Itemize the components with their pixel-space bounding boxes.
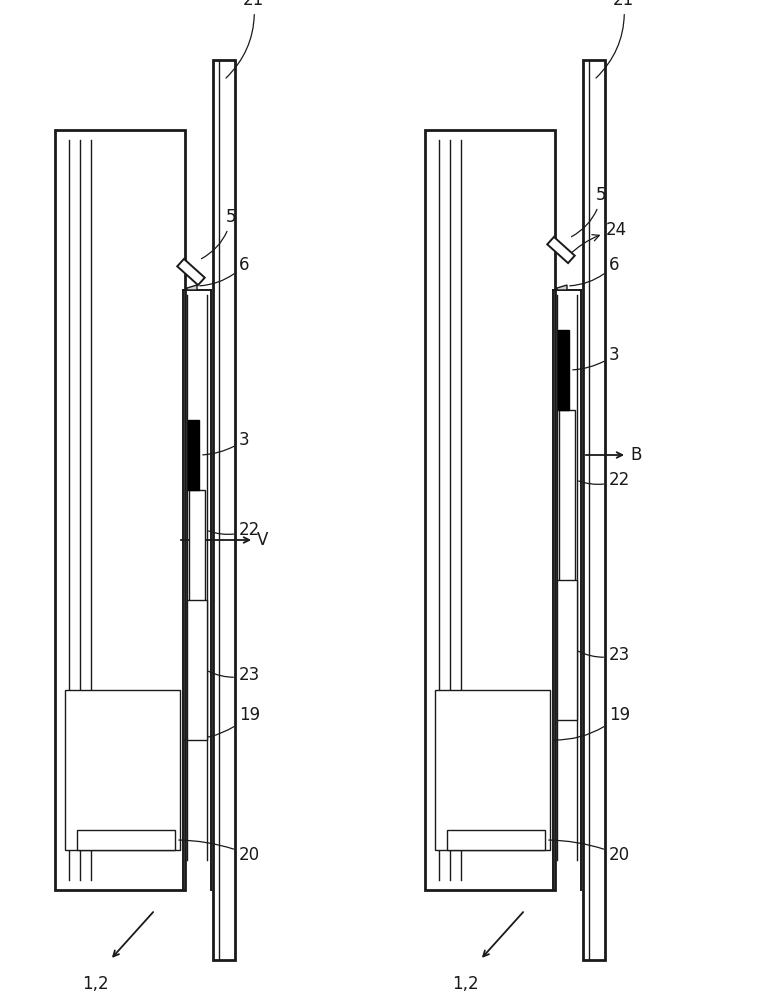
Bar xyxy=(447,830,545,850)
Text: 22: 22 xyxy=(208,521,260,539)
Bar xyxy=(189,490,205,610)
Text: 3: 3 xyxy=(573,346,619,370)
Bar xyxy=(187,600,207,740)
Polygon shape xyxy=(557,285,567,290)
Bar xyxy=(425,130,555,890)
Text: V: V xyxy=(257,531,268,549)
Text: 5: 5 xyxy=(202,208,236,259)
Text: 5: 5 xyxy=(572,186,606,237)
Text: 23: 23 xyxy=(578,646,630,664)
Text: 3: 3 xyxy=(203,431,249,455)
Text: 20: 20 xyxy=(549,840,630,864)
Text: 24: 24 xyxy=(568,221,627,256)
Polygon shape xyxy=(547,237,575,263)
Text: 23: 23 xyxy=(208,666,260,684)
Text: 20: 20 xyxy=(179,840,260,864)
Bar xyxy=(213,60,235,960)
Text: B: B xyxy=(630,446,641,464)
Text: 6: 6 xyxy=(200,256,249,286)
Bar xyxy=(583,60,605,960)
Text: 1,2: 1,2 xyxy=(452,975,478,993)
Bar xyxy=(65,690,180,850)
Bar xyxy=(558,330,569,410)
Text: 6: 6 xyxy=(570,256,619,286)
Text: 19: 19 xyxy=(183,706,260,740)
Text: 21: 21 xyxy=(226,0,265,78)
Text: 1,2: 1,2 xyxy=(82,975,108,993)
Text: 22: 22 xyxy=(578,471,630,489)
Text: 21: 21 xyxy=(596,0,634,78)
Text: 19: 19 xyxy=(554,706,630,740)
Bar xyxy=(559,410,575,590)
Polygon shape xyxy=(187,285,197,290)
Bar xyxy=(188,420,199,490)
Bar xyxy=(77,830,175,850)
Bar xyxy=(55,130,185,890)
Polygon shape xyxy=(177,259,205,285)
Bar xyxy=(435,690,550,850)
Bar xyxy=(557,580,577,720)
